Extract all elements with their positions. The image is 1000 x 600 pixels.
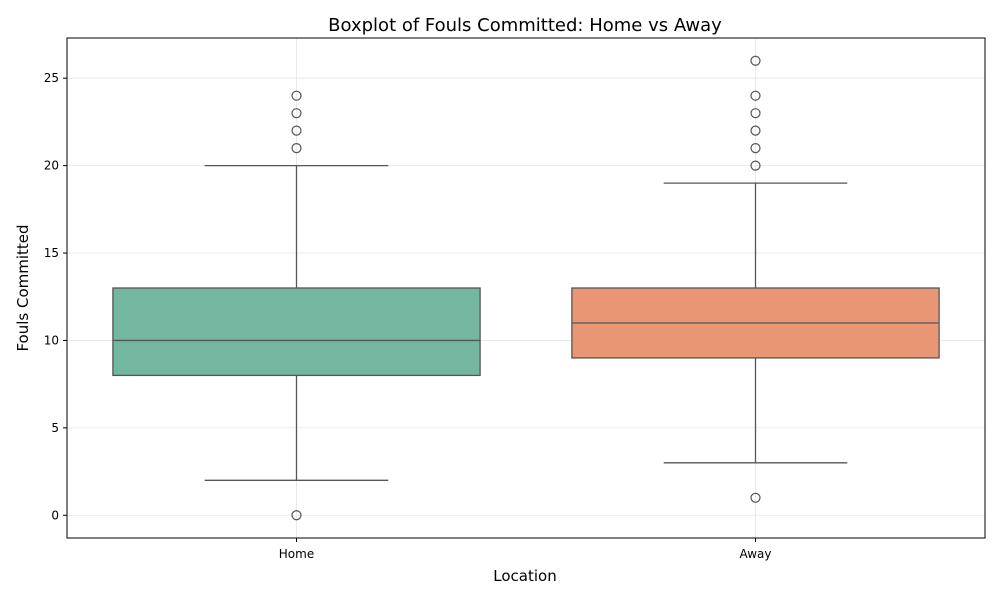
y-tick-label: 10: [44, 333, 59, 347]
y-tick-label: 15: [44, 246, 59, 260]
outlier-point: [291, 125, 302, 136]
outlier-point: [750, 143, 761, 154]
outlier-point: [291, 510, 302, 521]
y-tick-label: 5: [51, 421, 59, 435]
y-axis-label: Fouls Committed: [14, 224, 32, 351]
tick-layer: 0 5 10 15 20 25 Home Away: [44, 71, 772, 561]
outlier-point: [750, 108, 761, 119]
box-layer: [112, 55, 940, 521]
plot-frame: [66, 37, 986, 539]
y-tick-label: 25: [44, 71, 59, 85]
iqr-box: [112, 287, 481, 377]
outlier-point: [750, 125, 761, 136]
x-tick-label: Away: [740, 547, 772, 561]
outlier-point: [291, 143, 302, 154]
outlier-point: [750, 160, 761, 171]
outlier-point: [291, 90, 302, 101]
y-tick-label: 20: [44, 159, 59, 173]
outlier-point: [750, 55, 761, 66]
outlier-point: [750, 90, 761, 101]
y-tick-label: 0: [51, 508, 59, 522]
chart-title: Boxplot of Fouls Committed: Home vs Away: [328, 15, 722, 36]
x-tick-label: Home: [279, 547, 314, 561]
outlier-point: [291, 108, 302, 119]
box-group-away: [571, 55, 940, 503]
outlier-point: [750, 492, 761, 503]
box-group-home: [112, 90, 481, 521]
x-axis-label: Location: [493, 567, 556, 585]
